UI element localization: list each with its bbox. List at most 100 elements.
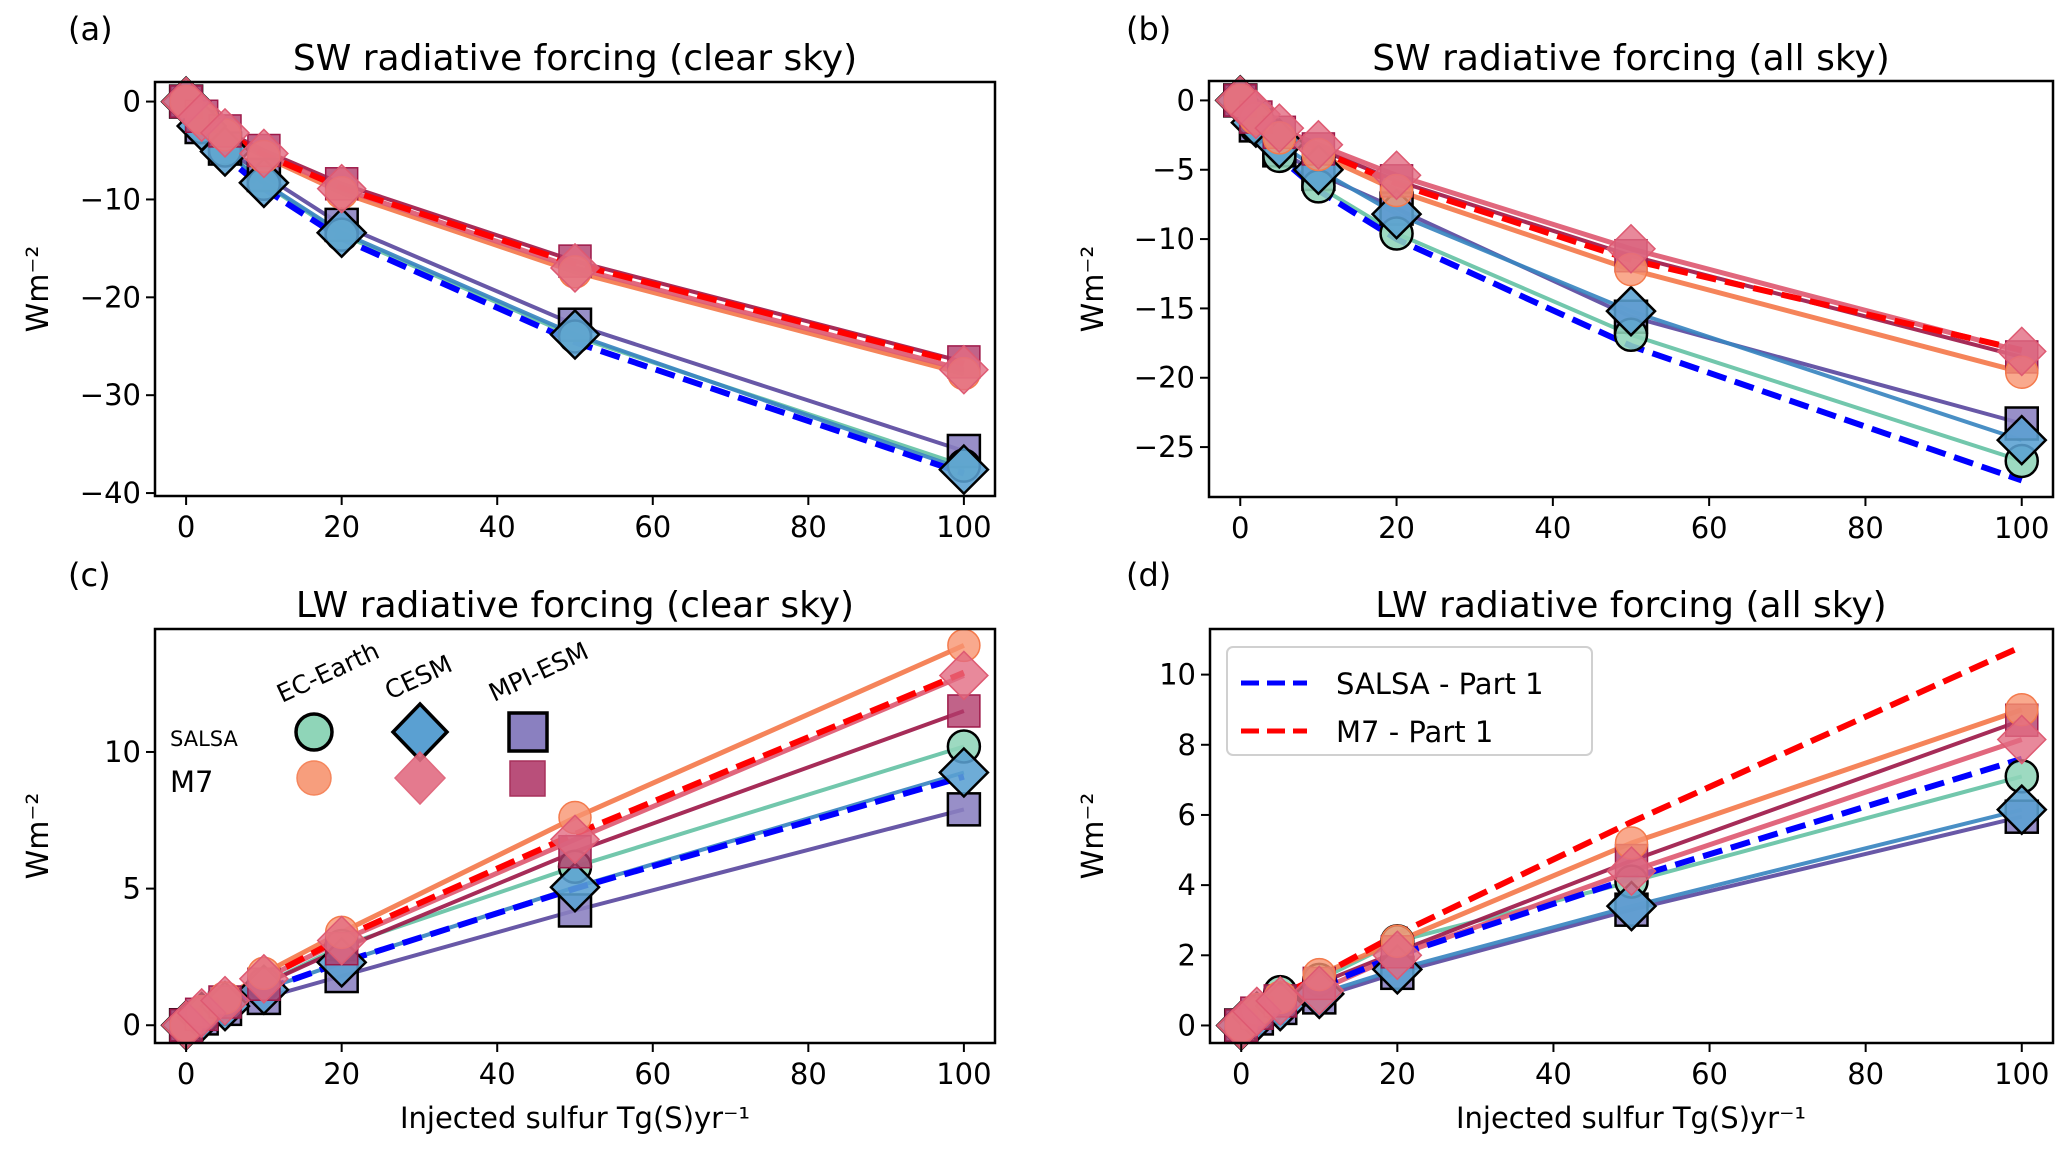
x-tick-label: 80 (1847, 1057, 1884, 1091)
data-point-m7-cesm (238, 953, 289, 1004)
x-tick-label: 0 (177, 1057, 195, 1091)
legend-scheme-label-m7: M7 (170, 765, 213, 799)
data-point-salsa-cesm (1605, 285, 1657, 337)
y-tick-label: 2 (1178, 938, 1196, 972)
data-point-m7-cesm (938, 344, 989, 395)
data-point-m7-cesm (1255, 975, 1306, 1026)
data-point-m7-cesm (549, 242, 601, 294)
legend-label-m7-part1: M7 - Part 1 (1336, 715, 1493, 749)
series-markers-m7-cesm (161, 650, 989, 1051)
data-point-salsa-cesm (315, 206, 368, 259)
x-tick-label: 100 (1994, 1057, 2049, 1091)
data-point-m7-cesm (1605, 223, 1657, 274)
panel-d: (d) LW radiative forcing (all sky) Injec… (1076, 556, 2055, 1135)
data-point-m7-cesm (238, 128, 289, 179)
y-tick-label: −20 (80, 280, 141, 314)
x-axis: 0 20 40 60 80 100 (1231, 497, 2049, 545)
y-axis: 0 5 10 (104, 735, 155, 1042)
x-tick-label: 80 (1847, 511, 1884, 545)
x-tick-label: 80 (790, 1057, 827, 1091)
panel-label: (c) (68, 556, 111, 594)
x-tick-label: 0 (1231, 511, 1249, 545)
y-tick-label: 0 (1177, 83, 1195, 117)
x-tick-label: 20 (1378, 511, 1415, 545)
x-tick-label: 80 (790, 510, 827, 544)
x-axis-label: Injected sulfur Tg(S)yr⁻¹ (400, 1101, 750, 1135)
panel-c: (c) LW radiative forcing (clear sky) Inj… (21, 556, 997, 1135)
legend-marker-salsa-ec-earth (294, 712, 334, 752)
y-tick-label: 10 (1159, 658, 1196, 692)
y-tick-label: −5 (1152, 153, 1195, 187)
panel-label: (a) (68, 10, 113, 48)
x-tick-label: 60 (1691, 1057, 1728, 1091)
panel-b: (b) SW radiative forcing (all sky) 0 20 40… (1076, 10, 2055, 545)
data-point-m7-cesm (1372, 930, 1423, 981)
panel-label: (d) (1126, 556, 1171, 594)
data-point-m7-cesm (199, 107, 251, 158)
x-tick-label: 60 (634, 510, 671, 544)
y-axis: 0 −5 −10 −15 −20 −25 (1134, 83, 1209, 464)
y-tick-label: −25 (1134, 430, 1195, 464)
x-tick-label: 100 (936, 510, 991, 544)
x-tick-label: 20 (323, 1057, 360, 1091)
data-point-salsa-mpi-esm (946, 792, 982, 827)
x-axis: 0 20 40 60 80 100 (177, 1043, 992, 1091)
y-axis-label: Wm⁻² (1076, 793, 1111, 880)
axes-frame (1208, 627, 2055, 1045)
x-tick-label: 40 (479, 510, 516, 544)
series-markers-m7-cesm (161, 76, 989, 395)
data-point-m7-cesm (1294, 965, 1345, 1016)
y-tick-label: −30 (80, 378, 141, 412)
x-tick-label: 0 (1232, 1057, 1250, 1091)
reference-legend: SALSA - Part 1 M7 - Part 1 (1226, 646, 1593, 756)
data-point-salsa-cesm (1995, 414, 2048, 466)
x-tick-label: 100 (1994, 511, 2049, 545)
data-point-m7-cesm (549, 814, 601, 865)
plot-area (155, 628, 995, 1052)
y-tick-label: −15 (1134, 291, 1195, 325)
legend-marker-m7-mpi-esm (509, 760, 546, 797)
y-tick-label: 0 (123, 85, 141, 119)
data-point-salsa-cesm (238, 157, 290, 209)
legend-frame (1226, 646, 1593, 756)
y-tick-label: −20 (1134, 361, 1195, 395)
y-tick-label: 5 (123, 872, 141, 906)
data-point-m7-cesm (316, 163, 367, 214)
legend-label-salsa-part1: SALSA - Part 1 (1336, 667, 1544, 701)
axes-frame (1207, 79, 2055, 499)
panel-title: LW radiative forcing (clear sky) (296, 585, 854, 626)
x-axis-label: Injected sulfur Tg(S)yr⁻¹ (1456, 1101, 1806, 1135)
data-point-m7-cesm (1254, 103, 1305, 154)
data-point-salsa-cesm (1605, 880, 1658, 932)
x-axis: 0 20 40 60 80 100 (1232, 1043, 2049, 1091)
axes-frame (153, 80, 997, 498)
panel-label: (b) (1126, 10, 1171, 48)
x-tick-label: 40 (1535, 1057, 1572, 1091)
x-tick-label: 0 (177, 510, 195, 544)
y-tick-label: 6 (1178, 798, 1196, 832)
x-tick-label: 20 (323, 510, 360, 544)
x-tick-label: 100 (936, 1057, 991, 1091)
y-tick-label: 0 (1178, 1008, 1196, 1042)
data-point-m7-cesm (1996, 714, 2047, 765)
data-point-salsa-cesm (1996, 783, 2048, 836)
plot-area (155, 75, 995, 496)
data-point-m7-cesm (1996, 326, 2047, 377)
y-axis: 0 −10 −20 −30 −40 (80, 85, 155, 510)
data-point-m7-cesm (1293, 119, 1344, 170)
x-tick-label: 20 (1379, 1057, 1416, 1091)
axes-frame (153, 627, 997, 1045)
x-axis: 0 20 40 60 80 100 (177, 496, 992, 544)
legend-marker-m7-ec-earth (296, 760, 332, 796)
panel-a: (a) SW radiative forcing (clear sky) 0 20… (21, 10, 997, 544)
data-point-m7-cesm (938, 650, 989, 701)
y-tick-label: −10 (1134, 222, 1195, 256)
data-point-m7-cesm (1606, 846, 1657, 897)
data-point-m7-cesm (1371, 150, 1422, 201)
legend-marker-m7-cesm (393, 750, 447, 806)
plot-area (1209, 74, 2053, 497)
y-tick-label: 8 (1178, 728, 1196, 762)
x-tick-label: 40 (479, 1057, 516, 1091)
y-tick-label: 0 (123, 1008, 141, 1042)
